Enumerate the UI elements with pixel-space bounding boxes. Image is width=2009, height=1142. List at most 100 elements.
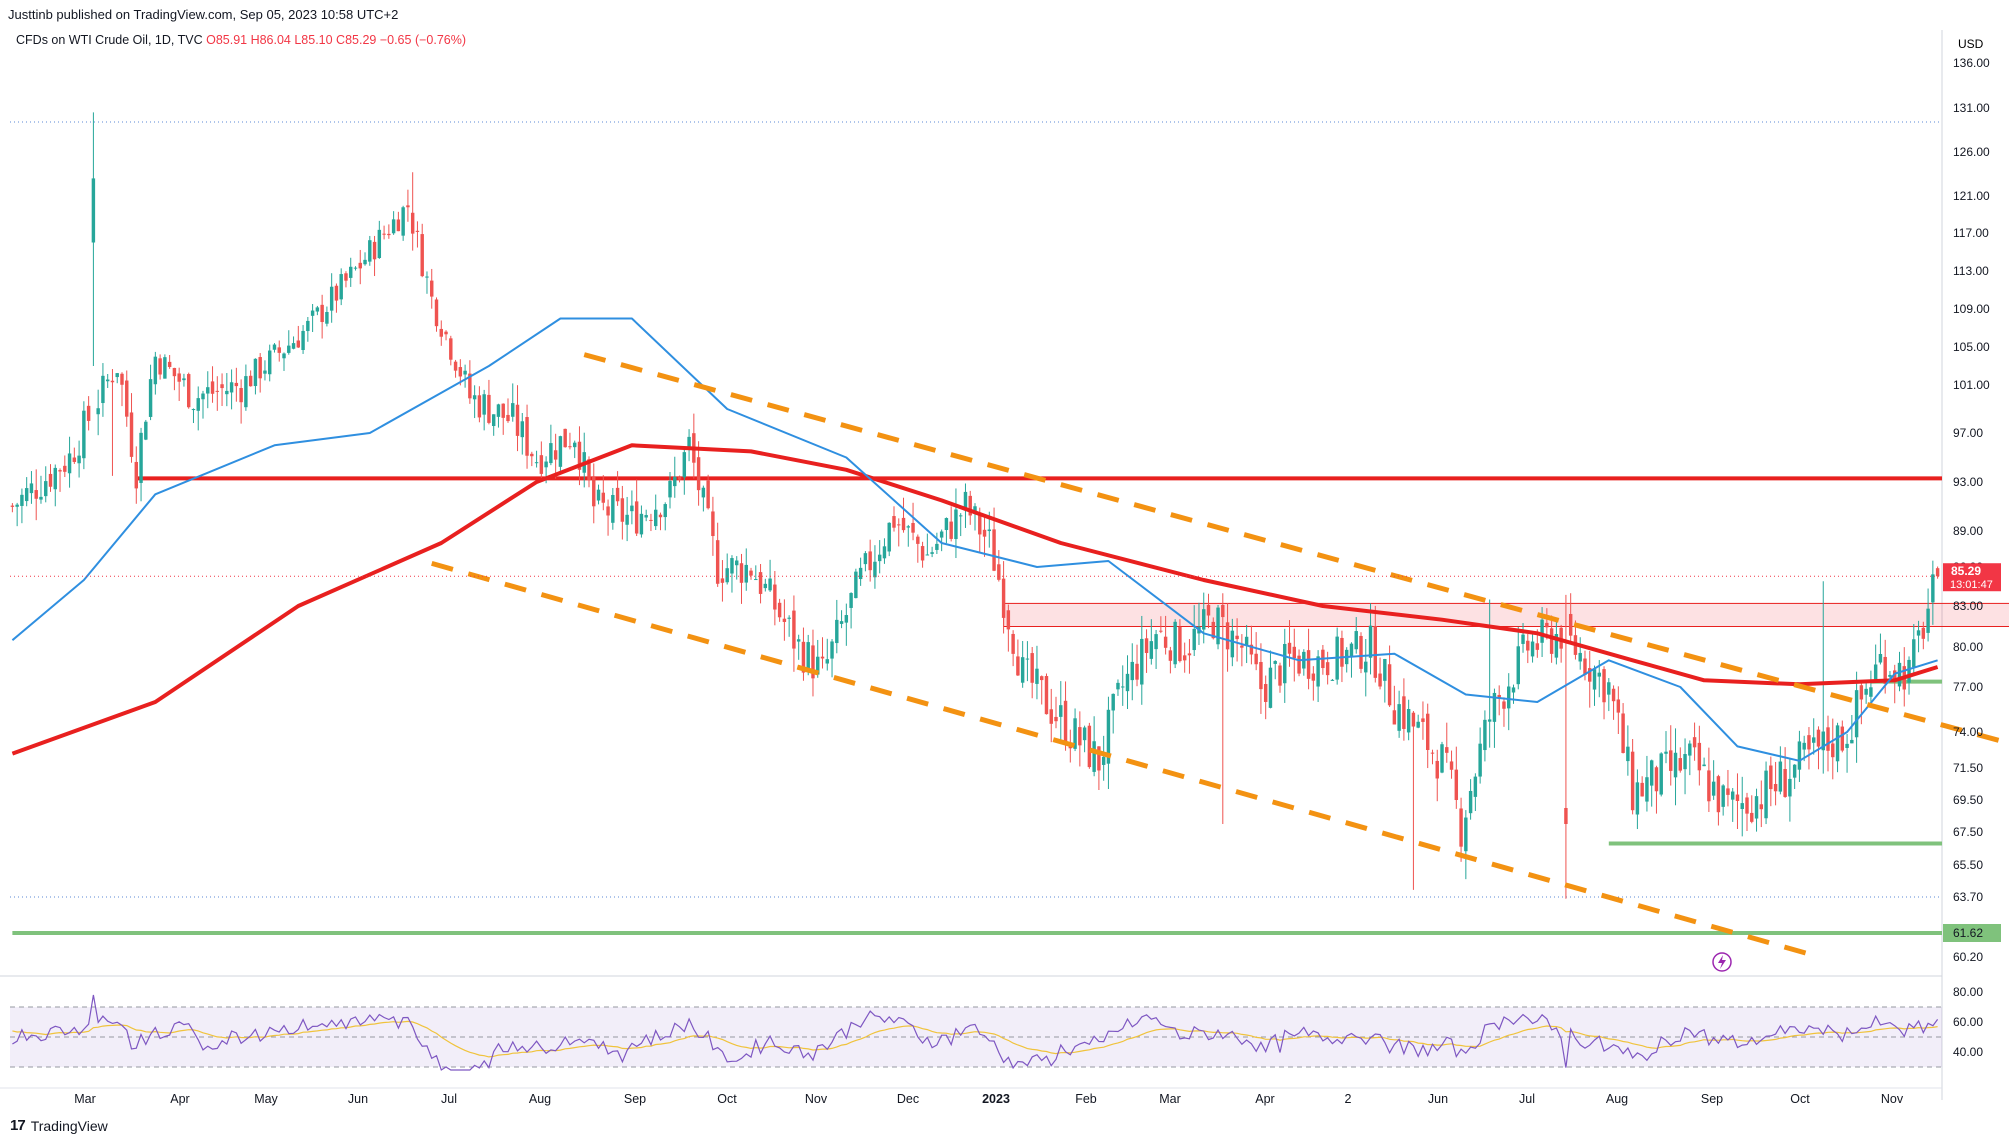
candle-body bbox=[897, 524, 901, 526]
candle bbox=[53, 464, 57, 507]
candle-body bbox=[1373, 625, 1378, 678]
candle-body bbox=[658, 514, 663, 518]
price-tick: 109.00 bbox=[1953, 302, 1990, 316]
candle bbox=[1478, 727, 1482, 784]
candle bbox=[225, 373, 229, 407]
candle bbox=[115, 372, 119, 384]
candle bbox=[1225, 603, 1230, 672]
candle-body bbox=[1278, 665, 1282, 686]
candle bbox=[1106, 696, 1111, 789]
candle-body bbox=[287, 345, 291, 353]
candle bbox=[1845, 733, 1849, 773]
candle-body bbox=[1273, 661, 1277, 664]
candle-body bbox=[1807, 735, 1811, 750]
candle bbox=[696, 441, 701, 506]
candle-body bbox=[1392, 710, 1397, 725]
candle bbox=[596, 484, 601, 505]
candle-body bbox=[1163, 636, 1168, 648]
price-tick: 63.70 bbox=[1953, 890, 1983, 904]
candle-body bbox=[1578, 652, 1582, 662]
candle-body bbox=[1487, 719, 1492, 722]
candle bbox=[1645, 755, 1649, 812]
candle-body bbox=[496, 404, 501, 417]
candle bbox=[310, 304, 315, 333]
candle-body bbox=[949, 521, 953, 539]
candle bbox=[67, 436, 72, 488]
rsi-tick: 80.00 bbox=[1953, 985, 1983, 999]
candle bbox=[268, 344, 272, 382]
price-tick: 67.50 bbox=[1953, 825, 1983, 839]
candle-body bbox=[1263, 684, 1268, 702]
candle-body bbox=[34, 490, 38, 499]
candle-body bbox=[310, 310, 315, 316]
candle bbox=[811, 629, 815, 697]
candle bbox=[415, 221, 420, 248]
candle bbox=[854, 568, 858, 599]
candle-body bbox=[468, 373, 472, 399]
candle-body bbox=[1149, 641, 1154, 659]
time-label: Apr bbox=[170, 1092, 189, 1106]
candle-body bbox=[668, 480, 672, 498]
candle bbox=[1187, 639, 1192, 674]
candle-body bbox=[144, 421, 148, 440]
candle bbox=[1149, 619, 1154, 665]
candle bbox=[944, 517, 949, 544]
candle bbox=[820, 637, 825, 669]
candle bbox=[339, 268, 343, 306]
candle-body bbox=[1421, 718, 1425, 722]
candle-body bbox=[1640, 782, 1644, 797]
candle-body bbox=[306, 320, 310, 332]
candle-body bbox=[1840, 726, 1845, 751]
candle-body bbox=[777, 602, 782, 618]
candle bbox=[172, 367, 177, 391]
candle-body bbox=[253, 358, 258, 387]
candle bbox=[1040, 675, 1044, 705]
candle-body bbox=[1454, 769, 1459, 800]
candle bbox=[239, 379, 243, 424]
candle-body bbox=[992, 529, 996, 571]
candle bbox=[129, 393, 134, 463]
price-tick: 136.00 bbox=[1953, 56, 1990, 70]
candle bbox=[625, 496, 629, 542]
candle bbox=[1754, 788, 1759, 832]
candle bbox=[434, 297, 439, 332]
time-label: Nov bbox=[1881, 1092, 1904, 1106]
candle-body bbox=[1283, 643, 1287, 684]
candle bbox=[787, 615, 791, 637]
candle-body bbox=[1645, 777, 1649, 802]
candle bbox=[1888, 671, 1892, 680]
candle bbox=[368, 235, 372, 266]
price-tick: 105.00 bbox=[1953, 340, 1990, 354]
candle-body bbox=[1054, 716, 1058, 722]
candle bbox=[530, 451, 534, 467]
candle-body bbox=[558, 436, 563, 467]
candle bbox=[1611, 685, 1616, 720]
candle bbox=[134, 446, 138, 504]
candle-body bbox=[163, 357, 167, 379]
candle-body bbox=[1845, 743, 1849, 748]
candle bbox=[406, 189, 410, 222]
candle-body bbox=[139, 432, 143, 483]
candle-body bbox=[277, 347, 281, 353]
price-tick: 101.00 bbox=[1953, 378, 1990, 392]
candle-body bbox=[1568, 613, 1573, 636]
candle bbox=[1616, 686, 1621, 735]
candle-body bbox=[568, 446, 572, 448]
candle-body bbox=[1692, 737, 1697, 748]
candle-body bbox=[825, 659, 829, 664]
candle-body bbox=[1516, 646, 1520, 685]
candle-body bbox=[1540, 619, 1544, 643]
candle bbox=[1726, 769, 1730, 807]
candle bbox=[1797, 730, 1802, 782]
footer-brand[interactable]: 17 TradingView bbox=[10, 1117, 108, 1134]
candle-body bbox=[1325, 662, 1330, 676]
candle bbox=[1020, 641, 1025, 688]
candle-body bbox=[1683, 754, 1687, 770]
candle bbox=[1916, 620, 1921, 653]
time-label: Feb bbox=[1075, 1092, 1097, 1106]
candle bbox=[34, 469, 38, 521]
candles bbox=[10, 112, 1940, 899]
candle-body bbox=[1611, 688, 1616, 702]
candle bbox=[1526, 633, 1530, 664]
